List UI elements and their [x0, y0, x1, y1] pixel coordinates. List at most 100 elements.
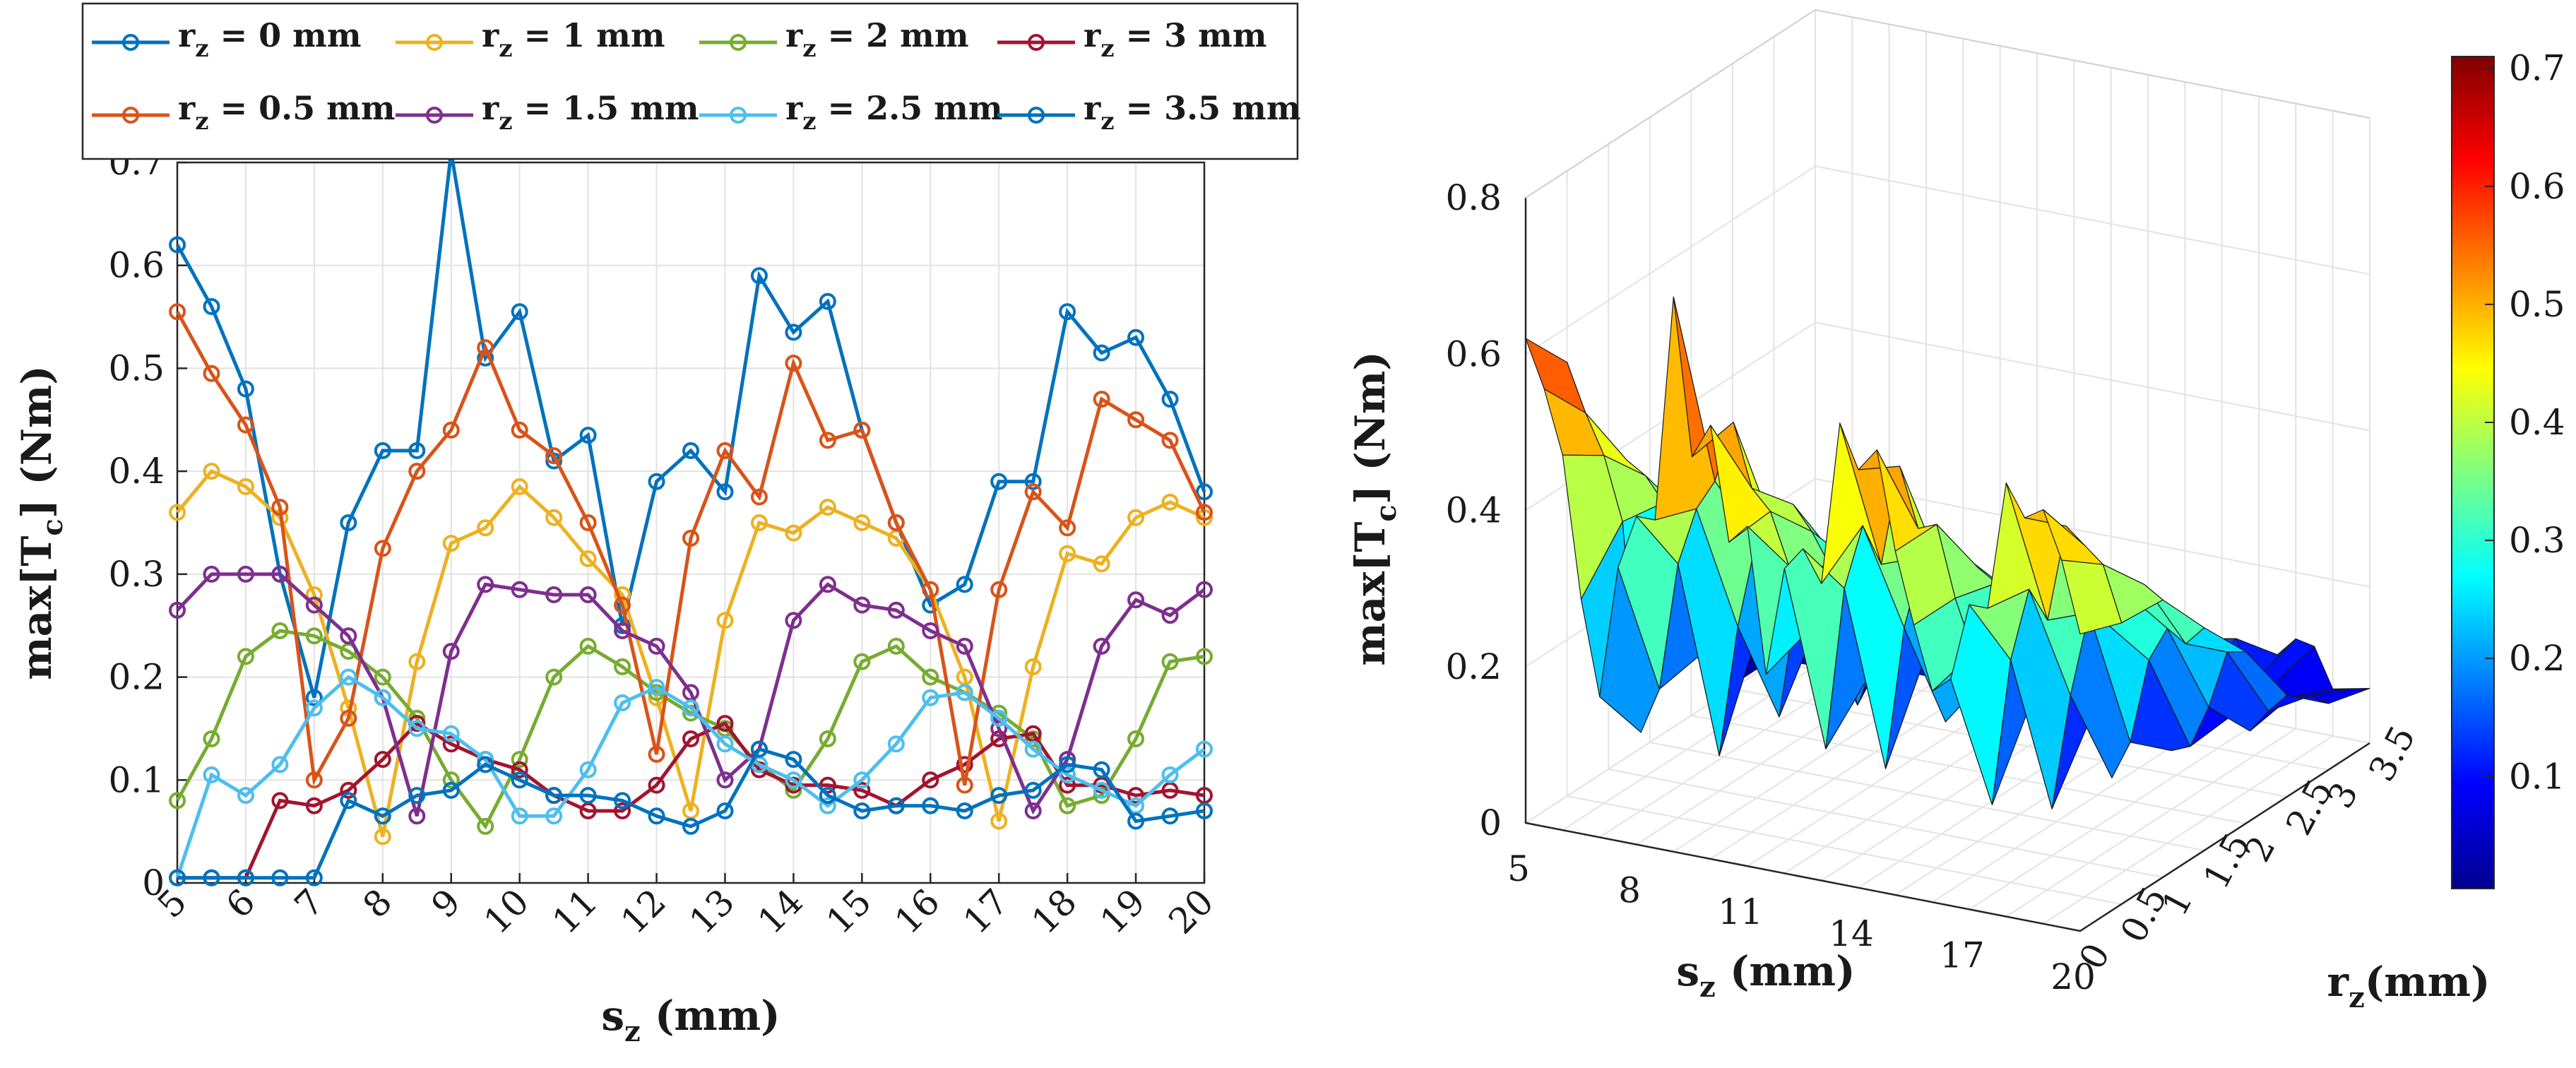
series-marker [785, 612, 802, 629]
wall-top-edge [1525, 8, 2370, 198]
line-chart-y-axis-label: max[Tc] (Nm) [13, 365, 69, 680]
series-marker [374, 828, 391, 846]
series-marker [1161, 653, 1179, 670]
series-marker [1196, 648, 1213, 665]
legend-box [81, 2, 1299, 160]
series-marker [990, 720, 1008, 737]
legend-entry: rz = 0.5 mm [92, 89, 396, 136]
series-marker [442, 781, 460, 799]
series-marker [682, 529, 699, 547]
y-tick-label: 0 [142, 862, 165, 903]
legend-marker [122, 107, 139, 124]
series-marker [271, 869, 289, 886]
series-marker [374, 668, 391, 686]
series-marker [477, 756, 494, 773]
series-marker [408, 787, 426, 805]
colorbar-tick-label: 0.5 [2509, 284, 2565, 325]
series-marker [305, 797, 323, 814]
series-marker [922, 797, 939, 814]
series-marker [716, 483, 734, 501]
series-marker [374, 751, 391, 769]
series-marker [785, 771, 802, 789]
legend-entry: rz = 0 mm [92, 16, 362, 63]
y-tick-label: 0.2 [108, 657, 165, 698]
series-marker [819, 787, 836, 805]
series-marker [1127, 411, 1145, 429]
z-tick-label: 0.2 [1445, 646, 1502, 687]
series-marker [271, 499, 289, 516]
series-marker [442, 735, 460, 753]
series-marker [477, 817, 494, 835]
floor-grid-line [2005, 728, 2296, 918]
series-marker [340, 781, 357, 799]
series-marker [716, 771, 734, 789]
legend-marker [426, 107, 443, 124]
series-marker [887, 797, 905, 814]
series-marker [1196, 483, 1213, 501]
x-tick-label: 6 [218, 881, 263, 926]
series-marker [716, 442, 734, 459]
legend-marker [1028, 34, 1045, 51]
series-marker [237, 869, 254, 886]
series-marker [614, 694, 631, 711]
series-marker [1196, 802, 1213, 819]
series-marker [169, 601, 186, 619]
series-marker [305, 596, 323, 614]
legend-label: rz = 0.5 mm [178, 89, 396, 136]
series-marker [648, 473, 665, 490]
series-marker [853, 514, 871, 531]
series-marker [1161, 391, 1179, 408]
x-tick-label: 11 [545, 881, 605, 942]
x-tick-label: 14 [1829, 913, 1874, 954]
colorbar-tick-label: 0.2 [2509, 638, 2565, 679]
series-marker [1093, 344, 1110, 362]
floor-grid-line [1969, 720, 2260, 910]
series-marker [750, 514, 768, 531]
series-marker [340, 627, 357, 645]
series-marker [271, 792, 289, 809]
series-marker [956, 756, 973, 773]
series-marker [1093, 637, 1110, 655]
series-marker [340, 709, 357, 727]
series-marker [853, 771, 871, 789]
series-marker [1196, 740, 1213, 758]
series-marker [305, 699, 323, 717]
series-marker [271, 756, 289, 773]
legend-entry: rz = 2 mm [699, 16, 969, 63]
floor-grid-line [1562, 641, 1853, 831]
series-marker [1127, 812, 1145, 830]
legend-label: rz = 1.5 mm [482, 89, 699, 136]
series-marker [442, 725, 460, 742]
series-marker [408, 720, 426, 737]
floor-grid-line [1673, 663, 1964, 853]
x-tick-label: 17 [1940, 935, 1985, 975]
legend-marker [122, 34, 139, 51]
series-marker [340, 668, 357, 686]
legend-label: rz = 3.5 mm [1084, 89, 1301, 136]
x-tick-label: 10 [476, 881, 537, 942]
surface-mesh [1525, 296, 2370, 809]
series-marker [1024, 781, 1042, 799]
x-tick-label: 16 [887, 881, 948, 942]
series-marker [1196, 504, 1213, 521]
series-marker [305, 586, 323, 603]
series-marker [340, 514, 357, 531]
series-marker [237, 648, 254, 665]
series-marker [887, 514, 905, 531]
series-marker [614, 596, 631, 614]
surface-chart: 00.20.40.60.8581114172000.511.522.533.5 … [1346, 8, 2565, 1014]
series-marker [408, 807, 426, 825]
legend-marker [426, 34, 443, 51]
axis-edges [1524, 198, 2370, 932]
series-marker [819, 292, 836, 310]
series-marker [1093, 391, 1110, 408]
series-marker [545, 668, 563, 686]
series-marker [203, 298, 220, 315]
series-marker [203, 565, 220, 583]
series-marker [853, 781, 871, 799]
x-tick-label: 5 [1507, 848, 1530, 889]
colorbar-ticks: 0.1 0.2 0.3 0.4 0.5 0.6 0.7 [2485, 48, 2565, 797]
series-marker [1127, 730, 1145, 747]
series-marker [853, 596, 871, 614]
series-line [177, 747, 1205, 880]
